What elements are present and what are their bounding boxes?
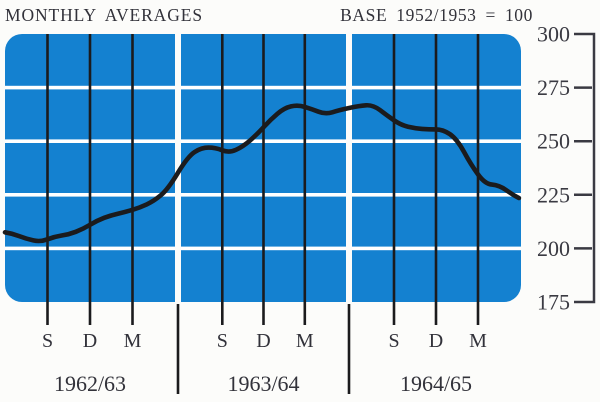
- month-label: S: [388, 330, 399, 352]
- panel-gap: [175, 34, 181, 302]
- y-axis-label: 200: [537, 236, 570, 261]
- y-axis-label: 300: [537, 22, 570, 47]
- month-label: D: [429, 330, 443, 352]
- chart-title: MONTHLY AVERAGES: [5, 5, 203, 25]
- year-label: 1962/63: [54, 371, 126, 396]
- month-label: M: [296, 330, 314, 352]
- panel-gap: [346, 34, 352, 302]
- y-axis-label: 225: [537, 182, 570, 207]
- y-axis-bracket: [574, 32, 596, 304]
- month-label: D: [83, 330, 97, 352]
- y-axis-label: 275: [537, 75, 570, 100]
- base-note: BASE 1952/1953 = 100: [340, 5, 533, 25]
- y-axis-label: 250: [537, 129, 570, 154]
- month-label: S: [217, 330, 228, 352]
- index-line: [2, 102, 522, 244]
- year-label: 1963/64: [227, 371, 299, 396]
- y-axis-label: 175: [537, 290, 570, 315]
- month-label: S: [42, 330, 53, 352]
- year-label: 1964/65: [400, 371, 472, 396]
- month-label: M: [469, 330, 487, 352]
- month-label: M: [124, 330, 142, 352]
- month-label: D: [256, 330, 270, 352]
